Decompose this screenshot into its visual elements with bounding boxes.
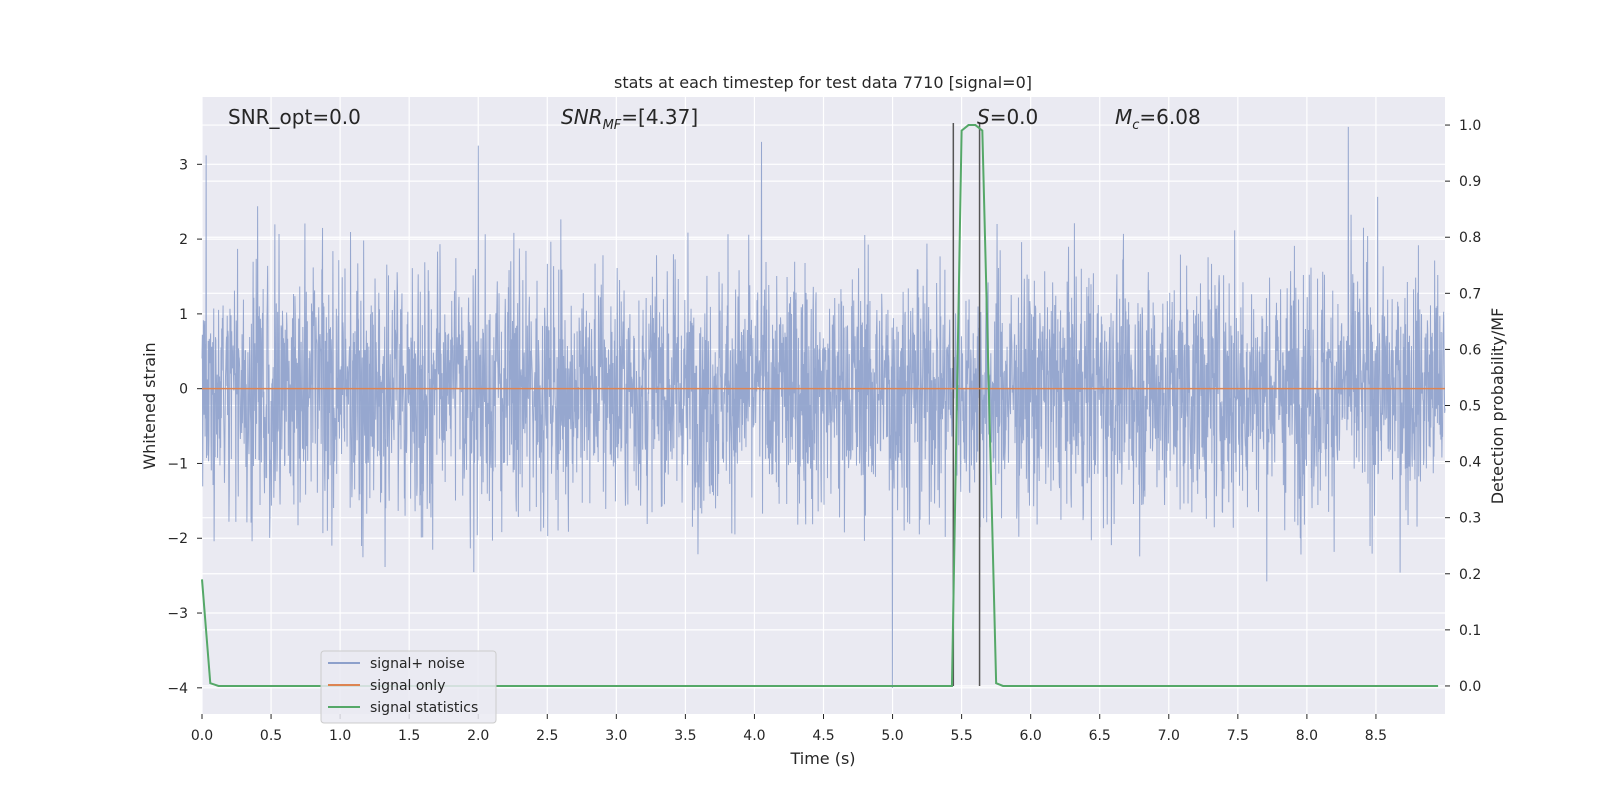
signal-statistics-series — [201, 124, 1439, 687]
x-tick-label-13: 6.5 — [1089, 728, 1111, 744]
y-axis-label: Whitened strain — [140, 342, 159, 469]
chart-title: stats at each timestep for test data 771… — [614, 73, 1032, 92]
x-tick-label-10: 5.0 — [881, 728, 903, 744]
y2-tick-label-9: 0.9 — [1459, 174, 1481, 190]
x-tick-label-14: 7.0 — [1158, 728, 1180, 744]
y2-tick-label-4: 0.4 — [1459, 455, 1481, 471]
y2-tick-label-1: 0.1 — [1459, 623, 1481, 639]
annotation-s-value: =0.0 — [990, 105, 1039, 129]
x-tick-label-11: 5.5 — [950, 728, 972, 744]
signal-noise-series — [201, 126, 1446, 688]
y-tick-label-6: 2 — [179, 232, 188, 248]
signal-statistics-line — [201, 124, 1439, 687]
x-tick-label-7: 3.5 — [674, 728, 696, 744]
y-tick-label-5: 1 — [179, 307, 188, 323]
x-tick-label-1: 0.5 — [260, 728, 282, 744]
annotation-mc: Mc=6.08 — [1115, 105, 1201, 133]
annotation-snr-opt: SNR_opt=0.0 — [228, 105, 361, 129]
y2-ticks: 0.0 0.1 0.2 0.3 0.4 0.5 0.6 0.7 0.8 0.9 1.0 — [1445, 118, 1481, 695]
y2-tick-label-5: 0.5 — [1459, 399, 1481, 415]
y-tick-label-4: 0 — [179, 382, 188, 398]
legend: signal+ noise signal only signal statist… — [320, 650, 497, 724]
signal-noise-line — [201, 126, 1446, 688]
x-tick-label-12: 6.0 — [1020, 728, 1042, 744]
annotation-snr-mf-sub: MF — [603, 118, 622, 133]
x-tick-label-0: 0.0 — [191, 728, 213, 744]
y2-tick-label-7: 0.7 — [1459, 286, 1481, 302]
legend-label-signal-statistics: signal statistics — [370, 700, 478, 716]
y-tick-label-3: −1 — [167, 456, 188, 472]
x-tick-label-3: 1.5 — [398, 728, 420, 744]
annotation-snr-mf-prefix: SNR — [561, 105, 603, 129]
x-tick-label-4: 2.0 — [467, 728, 489, 744]
y-tick-label-0: −4 — [167, 681, 188, 697]
legend-label-signal-noise: signal+ noise — [370, 656, 465, 672]
y2-tick-label-10: 1.0 — [1459, 118, 1481, 134]
annotation-snr-mf-value: =[4.37] — [621, 105, 698, 129]
x-tick-label-9: 4.5 — [812, 728, 834, 744]
annotation-snr-mf: SNRMF=[4.37] — [561, 105, 698, 133]
annotation-mc-sub: c — [1132, 118, 1139, 133]
x-axis-label: Time (s) — [789, 749, 855, 768]
x-ticks: 0.0 0.5 1.0 1.5 2.0 2.5 3.0 3.5 4.0 4.5 5.0 5.5 6.0 6… — [191, 714, 1387, 744]
y-tick-label-7: 3 — [179, 157, 188, 173]
annotation-s: S=0.0 — [977, 105, 1038, 129]
legend-box — [320, 650, 497, 724]
x-tick-label-16: 8.0 — [1296, 728, 1318, 744]
x-tick-label-6: 3.0 — [605, 728, 627, 744]
y2-tick-label-0: 0.0 — [1459, 679, 1481, 695]
x-tick-label-17: 8.5 — [1365, 728, 1387, 744]
y2-axis-label: Detection probability/MF — [1488, 308, 1507, 505]
annotation-s-label: S — [977, 105, 990, 129]
annotation-mc-label: M — [1115, 105, 1132, 129]
y2-tick-label-6: 0.6 — [1459, 342, 1481, 358]
y2-tick-label-3: 0.3 — [1459, 511, 1481, 527]
x-tick-label-15: 7.5 — [1227, 728, 1249, 744]
x-tick-label-5: 2.5 — [536, 728, 558, 744]
legend-label-signal-only: signal only — [370, 678, 445, 694]
annotation-mc-value: =6.08 — [1139, 105, 1200, 129]
y-tick-label-1: −3 — [167, 606, 188, 622]
x-tick-label-2: 1.0 — [329, 728, 351, 744]
y-ticks: −4 −3 −2 −1 0 1 2 3 — [167, 157, 202, 697]
y-tick-label-2: −2 — [167, 531, 188, 547]
y2-tick-label-2: 0.2 — [1459, 567, 1481, 583]
x-tick-label-8: 4.0 — [743, 728, 765, 744]
y2-tick-label-8: 0.8 — [1459, 230, 1481, 246]
